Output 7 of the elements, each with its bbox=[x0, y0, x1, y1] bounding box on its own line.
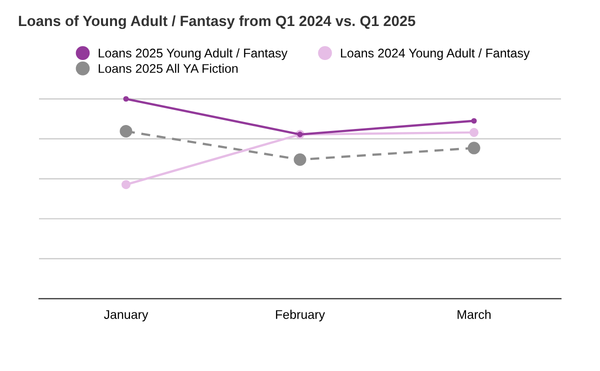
x-tick-label: February bbox=[276, 310, 325, 322]
x-tick-label: January bbox=[104, 310, 148, 322]
x-tick-label: March bbox=[458, 310, 491, 319]
legend-label: Loans 2024 Young Adult / Fantasy bbox=[341, 48, 530, 60]
legend-label: Loans 2025 Young Adult / Fantasy bbox=[98, 48, 288, 60]
chart-title: Loans of Young Adult / Fantasy from Q1 2024 vs. Q1 2025 bbox=[18, 15, 416, 30]
legend-label: Loans 2025 All YA Fiction bbox=[98, 64, 238, 73]
